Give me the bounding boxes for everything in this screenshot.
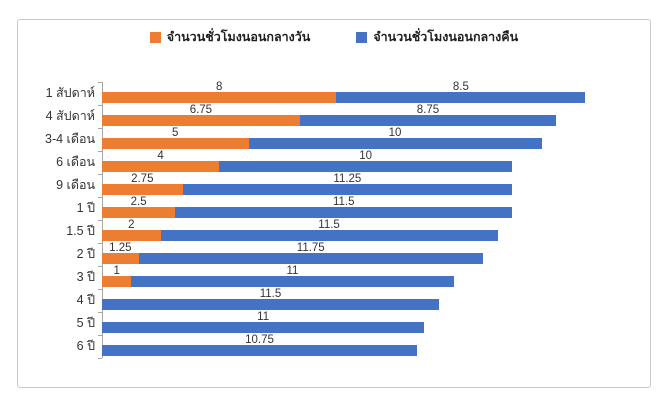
category-label: 4 ปี <box>76 293 95 307</box>
axis-tick <box>98 243 102 244</box>
bar-value-label: 10 <box>359 150 373 162</box>
bar-value-label: 11.75 <box>296 242 325 254</box>
bar-segment-day <box>102 115 300 126</box>
bar-segment-day <box>102 184 183 195</box>
category-label: 5 ปี <box>76 316 95 330</box>
bar-value-label: 11 <box>257 311 270 323</box>
bar-segment-day <box>102 138 249 149</box>
bar-segment-day <box>102 276 132 287</box>
bar-segment-night <box>336 92 586 103</box>
bar-segment-day <box>102 207 176 218</box>
legend: จำนวนชั่วโมงนอนกลางวัน จำนวนชั่วโมงนอนกล… <box>18 31 650 44</box>
legend-item-night: จำนวนชั่วโมงนอนกลางคืน <box>356 31 518 44</box>
bar-segment-night <box>299 115 557 126</box>
category-label: 9 เดือน <box>56 178 95 192</box>
category-label: 6 เดือน <box>56 155 95 169</box>
axis-tick <box>98 358 102 359</box>
bar-value-label: 1 <box>113 265 120 277</box>
bar-value-label: 11.25 <box>333 173 362 185</box>
axis-tick <box>98 128 102 129</box>
bar-segment-day <box>102 230 161 241</box>
axis-tick <box>98 105 102 106</box>
category-label: 6 ปี <box>76 339 95 353</box>
bar-value-label: 2.5 <box>130 196 147 208</box>
bar-value-label: 1.25 <box>109 242 132 254</box>
bar-segment-night <box>131 276 454 287</box>
bar-segment-night <box>175 207 513 218</box>
bar-segment-day <box>102 92 337 103</box>
legend-item-day: จำนวนชั่วโมงนอนกลางวัน <box>149 30 311 44</box>
axis-tick <box>98 289 102 290</box>
category-label: 4 สัปดาห์ <box>45 109 95 123</box>
bar-value-label: 11.5 <box>259 288 282 300</box>
bar-segment-night <box>248 138 542 149</box>
legend-label-day: จำนวนชั่วโมงนอนกลางวัน <box>166 30 311 44</box>
category-label: 1 สัปดาห์ <box>45 86 95 100</box>
plot-area: 1 สัปดาห์ 8 8.5 4 สัปดาห์ 6.75 8.75 3-4 เดือน 5… <box>18 81 650 382</box>
bar-segment-night <box>219 161 513 172</box>
bar-segment-night <box>102 345 417 356</box>
bar-value-label: 2.75 <box>131 173 154 185</box>
category-label: 2 ปี <box>76 247 95 261</box>
bar-value-label: 10.75 <box>245 334 274 346</box>
axis-tick <box>98 335 102 336</box>
bar-value-label: 8.5 <box>452 81 469 93</box>
bar-value-label: 5 <box>172 127 179 139</box>
axis-tick <box>98 197 102 198</box>
bar-value-label: 11.5 <box>318 219 340 231</box>
bar-value-label: 10 <box>388 127 402 139</box>
legend-swatch-day-icon <box>149 31 161 43</box>
axis-tick <box>98 82 102 83</box>
bar-segment-night <box>160 230 498 241</box>
bar-value-label: 6.75 <box>189 104 213 116</box>
bar-value-label: 2 <box>128 219 135 231</box>
category-label: 3 ปี <box>76 270 95 284</box>
category-label: 3-4 เดือน <box>45 132 95 146</box>
bar-value-label: 4 <box>157 150 164 162</box>
axis-tick <box>98 151 102 152</box>
axis-tick <box>98 266 102 267</box>
legend-swatch-night-icon <box>356 31 368 43</box>
bar-value-label: 8 <box>215 81 223 93</box>
bar-segment-day <box>102 161 220 172</box>
bar-segment-day <box>102 253 139 264</box>
axis-tick <box>98 220 102 221</box>
y-axis-line <box>102 82 103 358</box>
category-label: 1 ปี <box>76 201 95 215</box>
chart-frame: จำนวนชั่วโมงนอนกลางวัน จำนวนชั่วโมงนอนกล… <box>17 19 651 388</box>
bar-segment-night <box>102 299 439 310</box>
axis-tick <box>98 174 102 175</box>
bar-segment-night <box>102 322 425 333</box>
category-label: 1.5 ปี <box>66 224 95 238</box>
bar-segment-night <box>138 253 483 264</box>
bar-segment-night <box>182 184 513 195</box>
bar-value-label: 11 <box>286 265 299 277</box>
axis-tick <box>98 312 102 313</box>
legend-label-night: จำนวนชั่วโมงนอนกลางคืน <box>373 30 519 44</box>
bar-value-label: 11.5 <box>332 196 355 208</box>
bar-value-label: 8.75 <box>416 104 440 116</box>
